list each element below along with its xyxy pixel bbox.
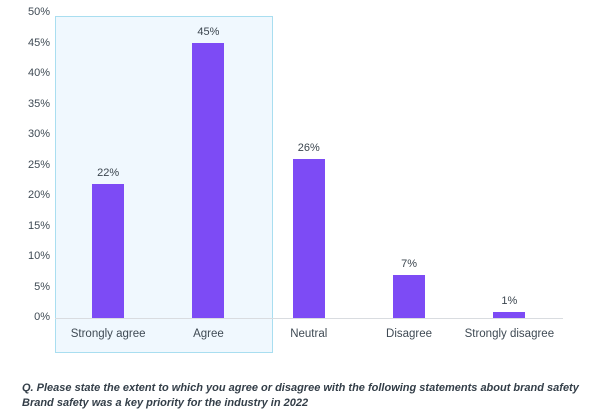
- bar: [292, 159, 325, 318]
- y-tick-label: 15%: [27, 219, 50, 232]
- y-tick-label: 50%: [27, 6, 50, 18]
- caption-line-1: Q. Please state the extent to which you …: [22, 382, 579, 394]
- y-tick-label: 40%: [27, 67, 50, 79]
- chart-caption: Q. Please state the extent to which you …: [22, 381, 600, 411]
- highlight-region: [55, 16, 273, 353]
- bar: [393, 275, 426, 318]
- category-label: Strongly agree: [70, 328, 146, 340]
- y-tick-label: 10%: [27, 250, 50, 262]
- caption-line-2: Brand safety was a key priority for the …: [22, 397, 309, 409]
- bar-value-label: 1%: [501, 295, 518, 307]
- bar-value-label: 22%: [97, 167, 120, 179]
- x-axis-baseline: [55, 318, 563, 319]
- bar-value-label: 45%: [197, 26, 220, 38]
- bar: [92, 184, 125, 318]
- y-tick-label: 20%: [27, 189, 50, 201]
- y-tick-label: 45%: [27, 36, 50, 49]
- bar: [192, 43, 225, 318]
- category-label: Neutral: [290, 328, 328, 340]
- category-label: Agree: [193, 328, 224, 340]
- category-label: Disagree: [386, 328, 433, 340]
- y-tick-label: 0%: [34, 311, 50, 323]
- y-tick-label: 25%: [27, 158, 50, 171]
- bar-value-label: 7%: [401, 258, 417, 270]
- bar: [493, 312, 526, 318]
- bar-chart: 0% 5% 10% 15% 20% 25% 30% 35% 40% 45% 50% 22% Stron…: [27, 6, 563, 353]
- y-tick-label: 35%: [27, 97, 50, 110]
- bar-value-label: 26%: [297, 142, 320, 154]
- y-tick-label: 5%: [34, 280, 50, 293]
- category-label: Strongly disagree: [464, 328, 555, 340]
- y-tick-label: 30%: [27, 128, 50, 140]
